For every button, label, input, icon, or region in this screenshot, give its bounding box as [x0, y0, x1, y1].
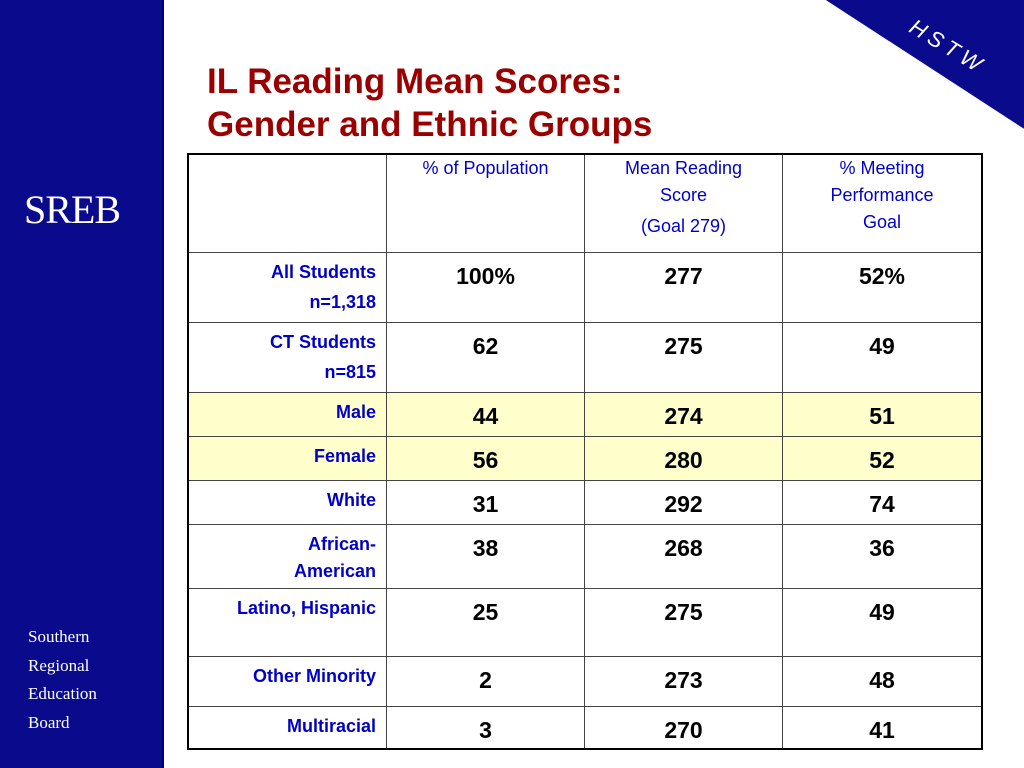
cell-meeting-goal: 49 [782, 588, 983, 657]
scores-table: % of Population Mean Reading Score (Goal… [187, 153, 983, 750]
org-line: Regional [28, 655, 90, 675]
org-line: Education [28, 684, 97, 703]
cell-meeting-goal: 74 [782, 480, 983, 525]
cell-population: 25 [386, 588, 585, 657]
row-label: Other Minority [187, 656, 387, 707]
cell-mean-score: 277 [584, 252, 783, 323]
row-label: Female [187, 436, 387, 481]
cell-population: 62 [386, 322, 585, 393]
row-label-line: n=815 [324, 362, 376, 382]
row-label-line: All Students [270, 262, 376, 282]
cell-meeting-goal: 52% [782, 252, 983, 323]
cell-population: 31 [386, 480, 585, 525]
cell-mean-score: 274 [584, 392, 783, 437]
cell-mean-score: 292 [584, 480, 783, 525]
corner-ribbon [824, 0, 1024, 130]
row-label: Multiracial [187, 706, 387, 749]
cell-mean-score: 268 [584, 524, 783, 589]
row-label-line: CT Students [270, 332, 376, 352]
cell-population: 56 [386, 436, 585, 481]
cell-population: 3 [386, 706, 585, 749]
cell-mean-score: 273 [584, 656, 783, 707]
cell-meeting-goal: 51 [782, 392, 983, 437]
header-cell-population: % of Population [386, 153, 585, 253]
header-line: % of Population [422, 158, 549, 178]
cell-mean-score: 275 [584, 322, 783, 393]
cell-population: 44 [386, 392, 585, 437]
title-line-2: Gender and Ethnic Groups [207, 105, 653, 144]
table-row-ct-students: CT Students n=815 62 275 49 [187, 322, 983, 393]
table-row-other-minority: Other Minority 2 273 48 [187, 656, 983, 707]
org-line: Southern [28, 627, 90, 646]
cell-meeting-goal: 41 [782, 706, 983, 749]
org-name: Southern Regional Education Board [28, 623, 97, 737]
cell-population: 2 [386, 656, 585, 707]
row-label: African- American [187, 524, 387, 589]
row-label: White [187, 480, 387, 525]
header-line: Mean Reading [624, 158, 743, 178]
header-cell-blank [187, 153, 387, 253]
row-label: Male [187, 392, 387, 437]
row-label: Latino, Hispanic [187, 588, 387, 657]
header-line: Score [659, 185, 708, 205]
table-row-male: Male 44 274 51 [187, 392, 983, 437]
header-cell-mean-score: Mean Reading Score (Goal 279) [584, 153, 783, 253]
header-line: Performance [830, 185, 934, 205]
cell-mean-score: 275 [584, 588, 783, 657]
table-header-row: % of Population Mean Reading Score (Goal… [187, 153, 983, 253]
cell-mean-score: 280 [584, 436, 783, 481]
table-row-multiracial: Multiracial 3 270 41 [187, 706, 983, 749]
header-cell-meeting-goal: % Meeting Performance Goal [782, 153, 983, 253]
table-row-white: White 31 292 74 [187, 480, 983, 525]
header-line: Goal [862, 212, 902, 232]
cell-mean-score: 270 [584, 706, 783, 749]
cell-population: 38 [386, 524, 585, 589]
row-label: All Students n=1,318 [187, 252, 387, 323]
row-label-line: American [293, 561, 376, 581]
header-line: % Meeting [839, 158, 925, 178]
table-row-female: Female 56 280 52 [187, 436, 983, 481]
org-line: Board [28, 712, 70, 732]
cell-meeting-goal: 52 [782, 436, 983, 481]
header-line: (Goal 279) [640, 216, 727, 236]
cell-meeting-goal: 49 [782, 322, 983, 393]
table-row-all-students: All Students n=1,318 100% 277 52% [187, 252, 983, 323]
row-label-line: n=1,318 [309, 292, 376, 312]
title-line-1: IL Reading Mean Scores: [207, 62, 623, 101]
table-row-african-american: African- American 38 268 36 [187, 524, 983, 589]
table-row-latino-hispanic: Latino, Hispanic 25 275 49 [187, 588, 983, 657]
cell-meeting-goal: 36 [782, 524, 983, 589]
row-label-line: African- [307, 534, 376, 554]
page-title: IL Reading Mean Scores: Gender and Ethni… [207, 60, 652, 146]
sidebar: SREB Southern Regional Education Board [0, 0, 164, 768]
sreb-logo: SREB [24, 187, 121, 232]
cell-meeting-goal: 48 [782, 656, 983, 707]
cell-population: 100% [386, 252, 585, 323]
row-label: CT Students n=815 [187, 322, 387, 393]
